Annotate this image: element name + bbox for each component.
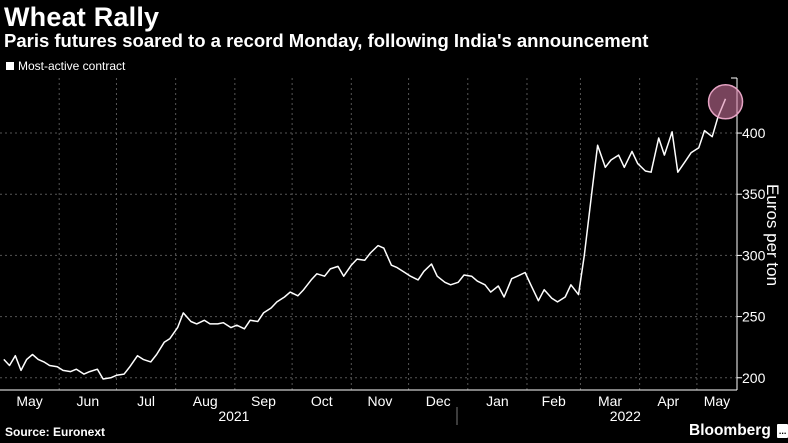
year-labels: 2021 2022 (218, 408, 641, 424)
x-tick-label-10: Mar (598, 393, 622, 409)
legend-label: Most-active contract (18, 59, 126, 73)
source-note: Source: Euronext (5, 425, 106, 439)
record-highlight-circle (707, 84, 744, 120)
x-tick-label-0: May (16, 393, 42, 409)
grid-lines (0, 78, 737, 390)
x-ticks: May Jun Jul Aug Sep Oct Nov Dec Jan Feb Mar Apr May (16, 393, 730, 409)
year-label-2022: 2022 (610, 408, 641, 424)
x-tick-label-9: Feb (542, 393, 566, 409)
y-tick-label-200: 200 (742, 370, 766, 386)
x-tick-label-2: Jul (137, 393, 155, 409)
y-tick-label-250: 250 (742, 309, 766, 325)
series-line-most-active-contract (3, 98, 727, 380)
chart-title: Wheat Rally (4, 2, 160, 32)
x-tick-label-5: Oct (311, 393, 333, 409)
chart-subtitle: Paris futures soared to a record Monday,… (4, 30, 649, 51)
legend: Most-active contract (6, 59, 125, 73)
legend-swatch (6, 62, 14, 70)
brand-badge-icon: ... (776, 424, 788, 438)
year-label-2021: 2021 (218, 408, 249, 424)
y-tick-label-300: 300 (742, 247, 766, 263)
x-tick-label-4: Sep (251, 393, 276, 409)
y-axis-label: Euros per ton (763, 184, 782, 286)
y-tick-label-400: 400 (742, 125, 766, 141)
x-tick-label-7: Dec (426, 393, 451, 409)
x-tick-label-1: Jun (77, 393, 100, 409)
x-tick-label-3: Aug (193, 393, 218, 409)
y-tick-label-350: 350 (742, 186, 766, 202)
y-ticks: 200 250 300 350 400 (737, 125, 766, 386)
x-tick-label-6: Nov (368, 393, 393, 409)
x-tick-label-12: May (704, 393, 730, 409)
x-tick-label-8: Jan (486, 393, 509, 409)
x-tick-label-11: Apr (657, 393, 679, 409)
bloomberg-logo: Bloomberg ... (689, 422, 788, 440)
axes (0, 77, 738, 425)
brand-name: Bloomberg (689, 422, 771, 439)
